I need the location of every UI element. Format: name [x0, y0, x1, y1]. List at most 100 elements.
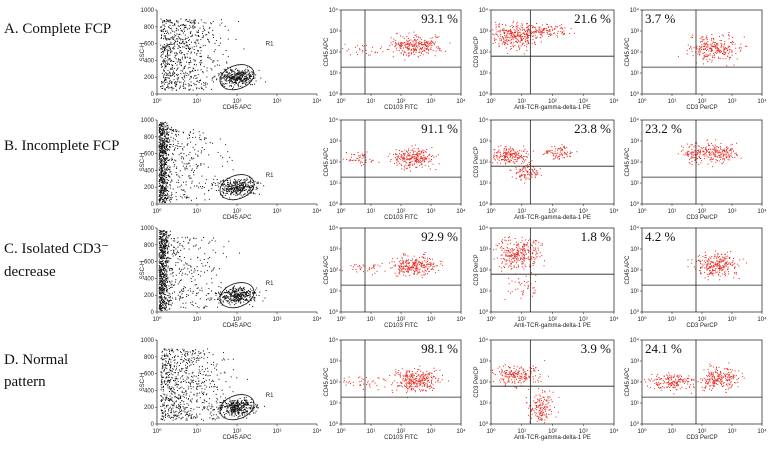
event-dot	[172, 293, 173, 294]
event-dot	[163, 138, 164, 139]
event-dot	[179, 52, 180, 53]
event-dot	[177, 78, 178, 79]
event-dot	[163, 164, 164, 165]
event-dot	[164, 145, 165, 146]
event-dot	[525, 174, 526, 175]
event-dot	[522, 36, 523, 37]
event-dot	[162, 196, 163, 197]
event-dot	[718, 58, 719, 59]
event-dot	[408, 46, 409, 47]
event-dot	[212, 143, 213, 144]
event-dot	[396, 154, 397, 155]
event-dot	[176, 20, 177, 21]
event-dot	[166, 60, 167, 61]
event-dot	[190, 239, 191, 240]
event-dot	[168, 266, 169, 267]
event-dot	[717, 160, 718, 161]
event-dot	[548, 34, 549, 35]
event-dot	[161, 129, 162, 130]
event-dot	[569, 153, 570, 154]
event-dot	[499, 40, 500, 41]
event-dot	[538, 27, 539, 28]
event-dot	[501, 40, 502, 41]
event-dot	[161, 167, 162, 168]
event-dot	[231, 191, 232, 192]
event-dot	[243, 81, 244, 82]
event-dot	[169, 141, 170, 142]
event-dot	[187, 163, 188, 164]
event-dot	[237, 70, 238, 71]
event-dot	[405, 47, 406, 48]
event-dot	[712, 151, 713, 152]
event-dot	[729, 156, 730, 157]
event-dot	[526, 44, 527, 45]
event-dot	[418, 44, 419, 45]
event-dot	[164, 150, 165, 151]
event-dot	[230, 81, 231, 82]
event-dot	[220, 38, 221, 39]
event-dot	[250, 181, 251, 182]
event-dot	[225, 185, 226, 186]
event-dot	[501, 156, 502, 157]
event-dot	[168, 197, 169, 198]
event-dot	[407, 44, 408, 45]
event-dot	[371, 51, 372, 52]
event-dot	[510, 49, 511, 50]
event-dot	[433, 164, 434, 165]
event-dot	[510, 29, 511, 30]
event-dot	[167, 186, 168, 187]
event-dot	[414, 158, 415, 159]
event-dot	[717, 47, 718, 48]
event-dot	[201, 69, 202, 70]
event-dot	[565, 153, 566, 154]
event-dot	[517, 151, 518, 152]
event-dot	[169, 172, 170, 173]
event-dot	[419, 151, 420, 152]
event-dot	[184, 31, 185, 32]
event-dot	[528, 178, 529, 179]
event-dot	[182, 293, 183, 294]
event-dot	[182, 25, 183, 26]
event-dot	[507, 154, 508, 155]
event-dot	[160, 27, 161, 28]
event-dot	[163, 283, 164, 284]
event-dot	[172, 23, 173, 24]
event-dot	[554, 153, 555, 154]
event-dot	[159, 158, 160, 159]
event-dot	[206, 299, 207, 300]
event-dot	[205, 45, 206, 46]
event-dot	[498, 150, 499, 151]
event-dot	[706, 54, 707, 55]
event-dot	[178, 131, 179, 132]
event-dot	[401, 154, 402, 155]
event-dot	[432, 155, 433, 156]
event-dot	[431, 161, 432, 162]
event-dot	[242, 196, 243, 197]
event-dot	[171, 181, 172, 182]
event-dot	[171, 30, 172, 31]
event-dot	[245, 73, 246, 74]
event-dot	[165, 159, 166, 160]
event-dot	[527, 34, 528, 35]
event-dot	[722, 163, 723, 164]
event-dot	[697, 154, 698, 155]
event-dot	[375, 52, 376, 53]
event-dot	[517, 31, 518, 32]
event-dot	[380, 48, 381, 49]
event-dot	[412, 145, 413, 146]
event-dot	[541, 42, 542, 43]
event-dot	[700, 152, 701, 153]
event-dot	[188, 86, 189, 87]
event-dot	[179, 43, 180, 44]
event-dot	[404, 153, 405, 154]
event-dot	[190, 76, 191, 77]
event-dot	[703, 147, 704, 148]
event-dot	[220, 139, 221, 140]
event-dot	[201, 62, 202, 63]
event-dot	[718, 57, 719, 58]
event-dot	[427, 49, 428, 50]
event-dot	[242, 74, 243, 75]
event-dot	[173, 38, 174, 39]
event-dot	[401, 155, 402, 156]
event-dot	[227, 182, 228, 183]
